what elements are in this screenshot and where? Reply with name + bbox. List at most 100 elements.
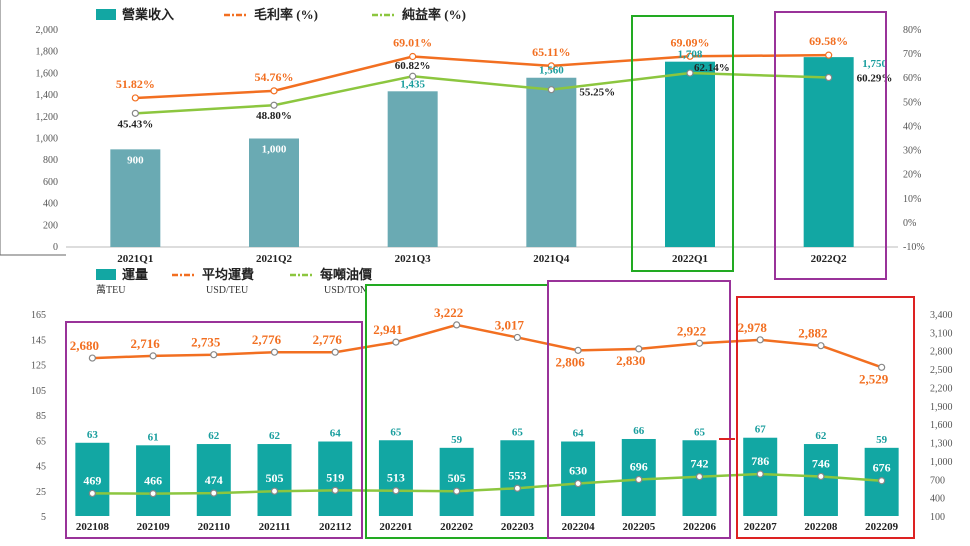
y-tick-label: 165 <box>31 310 46 321</box>
oil-price-data-label: 474 <box>205 473 223 487</box>
oil-price-data-label: 505 <box>266 471 284 485</box>
oil-price-point <box>392 487 400 495</box>
volume-data-label: 59 <box>876 434 888 446</box>
oil-price-data-label: 513 <box>387 471 405 485</box>
y2-tick-label: 2,800 <box>930 347 953 358</box>
net-margin-data-label: 55.25% <box>579 87 615 99</box>
net-margin-data-label: 60.82% <box>395 60 431 72</box>
oil-price-point <box>88 489 96 498</box>
legend-gross-margin: 毛利率 (%) <box>254 7 318 22</box>
x-tick-label: 2021Q1 <box>117 253 153 265</box>
oil-price-data-label: 786 <box>751 454 769 468</box>
volume-bar <box>439 447 474 516</box>
volume-bar <box>75 442 110 516</box>
oil-price-point <box>513 484 521 492</box>
net-margin-data-label: 62.14% <box>694 62 730 74</box>
y2-tick-label: 40% <box>903 121 921 132</box>
oil-price-line <box>92 472 882 495</box>
volume-data-label: 66 <box>633 425 645 437</box>
bottom-chart: 運量 平均運費 每噸油價 萬TEU USD/TEU USD/TON 5 25 45 6… <box>31 267 953 539</box>
highlight-box-2022q1 <box>631 15 734 272</box>
avg-freight-data-label: 2,680 <box>70 338 99 353</box>
x-tick-label: 2021Q2 <box>256 253 293 265</box>
net-margin-data-label: 60.29% <box>857 73 893 85</box>
avg-freight-point <box>817 342 825 350</box>
volume-bar <box>561 441 596 516</box>
oil-price-data-label: 469 <box>83 473 101 487</box>
y2-tick-label: 2,500 <box>930 365 953 376</box>
highlight-box-2022q2 <box>774 11 887 280</box>
volume-data-label: 64 <box>573 428 585 440</box>
volume-data-label: 62 <box>208 430 220 442</box>
top-chart: 營業收入 毛利率 (%) 純益率 (%) 0 200 400 600 800 1,000 1… <box>0 0 925 280</box>
volume-data-label: 63 <box>87 429 99 441</box>
oil-price-point <box>331 486 339 494</box>
gross-margin-data-label: 69.09% <box>671 35 710 49</box>
volume-data-label: 62 <box>269 430 281 442</box>
x-tick-label: 2021Q3 <box>395 253 432 265</box>
x-tick-label: 202110 <box>198 521 231 533</box>
avg-freight-line <box>92 323 883 369</box>
y-tick-label: 600 <box>43 177 58 188</box>
y-tick-label: 2,000 <box>36 25 59 36</box>
y-tick-label: 1,000 <box>36 134 59 145</box>
avg-freight-point <box>695 339 704 347</box>
net-margin-point <box>409 72 417 80</box>
y-tick-label: 105 <box>31 386 46 397</box>
gross-margin-point <box>686 52 694 60</box>
oil-price-data-label: 676 <box>873 461 891 475</box>
gross-margin-data-label: 65.11% <box>532 45 570 59</box>
oil-price-data-label: 553 <box>508 468 526 482</box>
net-margin-data-label: 45.43% <box>117 118 153 130</box>
oil-price-point <box>635 475 643 484</box>
y2-tick-label: 50% <box>903 97 921 108</box>
revenue-data-label: 1,560 <box>539 65 564 77</box>
y2-tick-label: 80% <box>903 25 921 36</box>
y-tick-label: 1,200 <box>36 112 59 123</box>
oil-price-point <box>756 470 764 478</box>
volume-bar <box>196 444 231 516</box>
avg-freight-point <box>513 333 521 342</box>
x-tick-label: 202206 <box>683 521 717 533</box>
avg-freight-point <box>270 348 279 356</box>
y2-tick-label: 20% <box>903 170 921 181</box>
x-tick-label: 202109 <box>137 521 171 533</box>
oil-price-point <box>878 477 886 485</box>
legend-revenue: 營業收入 <box>122 7 174 22</box>
highlight-box-2022q2-months <box>547 280 731 539</box>
volume-data-label: 62 <box>815 430 827 442</box>
y2-tick-label: 700 <box>930 475 945 486</box>
y-tick-label: 1,800 <box>36 47 59 58</box>
oil-price-point <box>210 489 218 497</box>
revenue-bar <box>526 77 577 248</box>
volume-bar <box>136 445 171 516</box>
avg-freight-data-label: 3,017 <box>495 317 525 332</box>
unit-oil: USD/TON <box>324 285 367 296</box>
legend-oil-price: 每噸油價 <box>320 267 373 282</box>
legend-net-margin: 純益率 (%) <box>402 7 466 22</box>
net-margin-point <box>270 101 278 109</box>
volume-data-label: 67 <box>755 424 767 436</box>
y-tick-label: 1,600 <box>36 68 59 79</box>
avg-freight-data-label: 2,735 <box>191 335 221 350</box>
y2-tick-label: 0% <box>903 218 916 229</box>
gross-margin-point <box>270 87 278 95</box>
legend-volume: 運量 <box>122 267 148 282</box>
gross-margin-data-label: 69.58% <box>809 34 848 48</box>
avg-freight-data-label: 2,830 <box>616 353 645 368</box>
y2-tick-label: 2,200 <box>930 383 953 394</box>
legend-volume-swatch <box>96 269 116 280</box>
volume-data-label: 59 <box>451 434 463 446</box>
top-legend: 營業收入 毛利率 (%) 純益率 (%) <box>96 7 466 22</box>
revenue-data-label: 1,000 <box>262 144 287 156</box>
x-tick-label: 2021Q4 <box>533 253 570 265</box>
x-tick-label: 202208 <box>804 521 838 533</box>
oil-price-point <box>270 487 279 495</box>
oil-price-data-label: 466 <box>144 474 162 488</box>
avg-freight-point <box>149 352 157 360</box>
x-tick-label: 202202 <box>440 521 474 533</box>
revenue-bar <box>387 91 438 248</box>
y2-tick-label: 1,900 <box>930 402 953 413</box>
avg-freight-data-label: 2,978 <box>738 320 768 335</box>
